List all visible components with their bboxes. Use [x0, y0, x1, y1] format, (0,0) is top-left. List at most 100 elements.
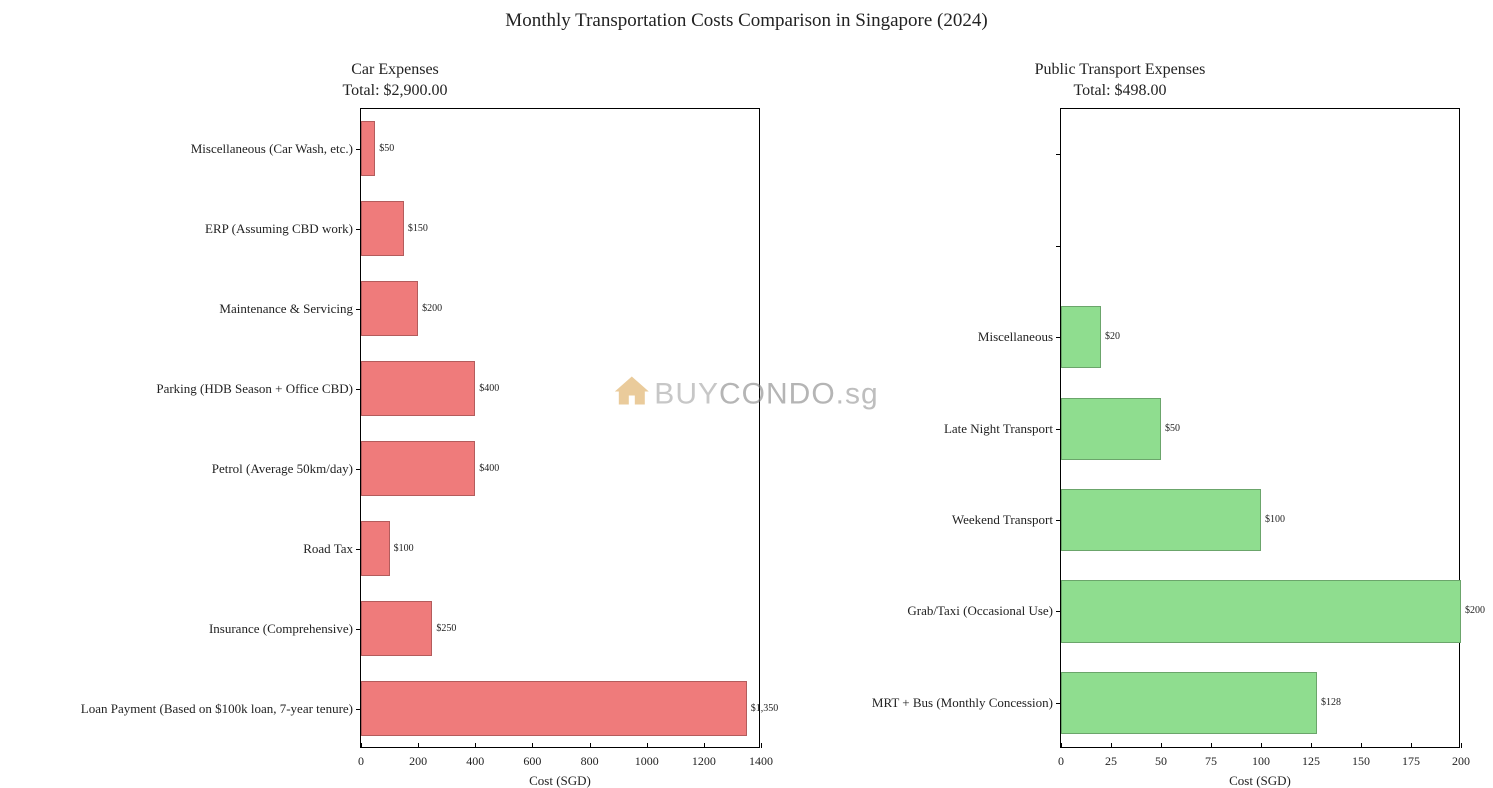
- xtick-mark: [1161, 743, 1162, 748]
- bar: [1061, 398, 1161, 460]
- xtick-mark: [647, 743, 648, 748]
- xtick-mark: [1111, 743, 1112, 748]
- bar-row: $50: [361, 121, 759, 175]
- xtick-label: 0: [1058, 754, 1064, 769]
- bar-value-label: $200: [1465, 605, 1485, 616]
- bar: [1061, 489, 1261, 551]
- bar-row: $128: [1061, 672, 1459, 734]
- bar-value-label: $128: [1321, 697, 1341, 708]
- bar: [361, 681, 747, 735]
- bar-value-label: $200: [422, 303, 442, 314]
- bar-row: $200: [1061, 580, 1459, 642]
- bar-row: $100: [361, 521, 759, 575]
- xtick-label: 175: [1402, 754, 1420, 769]
- panel-pt-title-line2: Total: $498.00: [1073, 82, 1166, 99]
- bar-row: $150: [361, 201, 759, 255]
- panel-pt: Public Transport Expenses Total: $498.00…: [770, 60, 1470, 748]
- xtick-label: 0: [358, 754, 364, 769]
- main-title: Monthly Transportation Costs Comparison …: [0, 10, 1493, 32]
- xtick-label: 150: [1352, 754, 1370, 769]
- ytick-label: Grab/Taxi (Occasional Use): [907, 603, 1061, 619]
- xtick-mark: [1061, 743, 1062, 748]
- xtick-mark: [1311, 743, 1312, 748]
- xtick-label: 1400: [749, 754, 773, 769]
- bar-value-label: $50: [379, 143, 394, 154]
- bar-row: $1,350: [361, 681, 759, 735]
- bar: [361, 361, 475, 415]
- bar: [361, 521, 390, 575]
- xtick-label: 75: [1205, 754, 1217, 769]
- xtick-label: 400: [466, 754, 484, 769]
- ytick-mark: [1056, 246, 1061, 247]
- bar-row: $50: [1061, 398, 1459, 460]
- xtick-label: 1000: [635, 754, 659, 769]
- xtick-mark: [532, 743, 533, 748]
- ytick-label: Insurance (Comprehensive): [209, 621, 361, 637]
- bar-row: $20: [1061, 306, 1459, 368]
- x-axis-label: Cost (SGD): [361, 773, 759, 788]
- xtick-label: 125: [1302, 754, 1320, 769]
- bar: [1061, 672, 1317, 734]
- panel-car-title-line2: Total: $2,900.00: [342, 82, 447, 99]
- xtick-label: 100: [1252, 754, 1270, 769]
- panel-car-title-line1: Car Expenses: [351, 61, 439, 78]
- xtick-label: 25: [1105, 754, 1117, 769]
- xtick-label: 50: [1155, 754, 1167, 769]
- bar-value-label: $400: [479, 383, 499, 394]
- chart-pt-plotbox: MRT + Bus (Monthly Concession)$128Grab/T…: [1060, 108, 1460, 748]
- bar-value-label: $50: [1165, 423, 1180, 434]
- bar: [1061, 306, 1101, 368]
- ytick-label: Late Night Transport: [944, 421, 1061, 437]
- xtick-mark: [1261, 743, 1262, 748]
- ytick-label: Miscellaneous: [978, 329, 1061, 345]
- bar-value-label: $20: [1105, 331, 1120, 342]
- ytick-label: ERP (Assuming CBD work): [205, 221, 361, 237]
- xtick-mark: [361, 743, 362, 748]
- bar-row: $100: [1061, 489, 1459, 551]
- bar: [361, 201, 404, 255]
- bar-row: $200: [361, 281, 759, 335]
- bar-value-label: $250: [436, 623, 456, 634]
- ytick-label: Miscellaneous (Car Wash, etc.): [191, 141, 361, 157]
- ytick-label: Weekend Transport: [952, 512, 1061, 528]
- bar: [361, 441, 475, 495]
- panel-car-title: Car Expenses Total: $2,900.00: [30, 60, 760, 102]
- xtick-mark: [704, 743, 705, 748]
- ytick-label: Parking (HDB Season + Office CBD): [156, 381, 361, 397]
- bar-value-label: $100: [394, 543, 414, 554]
- ytick-label: Loan Payment (Based on $100k loan, 7-yea…: [81, 701, 361, 717]
- xtick-mark: [418, 743, 419, 748]
- xtick-mark: [1461, 743, 1462, 748]
- ytick-label: Petrol (Average 50km/day): [212, 461, 361, 477]
- xtick-mark: [1211, 743, 1212, 748]
- panel-car: Car Expenses Total: $2,900.00 Loan Payme…: [30, 60, 760, 748]
- xtick-label: 1200: [692, 754, 716, 769]
- bar-value-label: $150: [408, 223, 428, 234]
- ytick-label: Maintenance & Servicing: [219, 301, 361, 317]
- ytick-label: MRT + Bus (Monthly Concession): [872, 695, 1061, 711]
- ytick-label: Road Tax: [303, 541, 361, 557]
- xtick-mark: [590, 743, 591, 748]
- panel-pt-title: Public Transport Expenses Total: $498.00: [770, 60, 1470, 102]
- panel-pt-title-line1: Public Transport Expenses: [1035, 61, 1206, 78]
- xtick-mark: [1361, 743, 1362, 748]
- bar: [361, 281, 418, 335]
- xtick-label: 200: [1452, 754, 1470, 769]
- xtick-mark: [475, 743, 476, 748]
- bar-row: $400: [361, 441, 759, 495]
- x-axis-label: Cost (SGD): [1061, 773, 1459, 788]
- ytick-mark: [1056, 154, 1061, 155]
- xtick-label: 600: [523, 754, 541, 769]
- xtick-mark: [1411, 743, 1412, 748]
- bar: [361, 121, 375, 175]
- bar-value-label: $400: [479, 463, 499, 474]
- xtick-mark: [761, 743, 762, 748]
- bar: [361, 601, 432, 655]
- bar-row: $250: [361, 601, 759, 655]
- bar: [1061, 580, 1461, 642]
- xtick-label: 200: [409, 754, 427, 769]
- xtick-label: 800: [581, 754, 599, 769]
- chart-car-plotbox: Loan Payment (Based on $100k loan, 7-yea…: [360, 108, 760, 748]
- bar-value-label: $100: [1265, 514, 1285, 525]
- bar-row: $400: [361, 361, 759, 415]
